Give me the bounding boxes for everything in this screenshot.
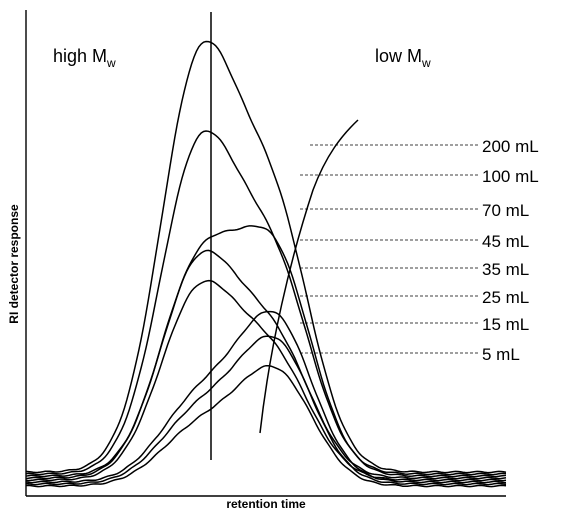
series-line-70-ml (25, 225, 507, 478)
low-mw-trend-curve (259, 119, 359, 434)
series-line-100-ml (25, 130, 507, 476)
series-line-45-ml (25, 249, 507, 480)
series-label-100-ml: 100 mL (482, 167, 539, 186)
series-line-5-ml (25, 364, 507, 488)
series-line-25-ml (25, 310, 507, 484)
x-axis-label: retention time (226, 497, 306, 511)
series-label-5-ml: 5 mL (482, 345, 520, 364)
series-line-200-ml (25, 40, 507, 474)
series-line-15-ml (25, 335, 507, 486)
series-label-45-ml: 45 mL (482, 232, 529, 251)
series-label-200-ml: 200 mL (482, 137, 539, 156)
series-label-25-ml: 25 mL (482, 288, 529, 307)
series-label-70-ml: 70 mL (482, 201, 529, 220)
y-axis-label: RI detector response (7, 204, 21, 324)
series-line-35-ml (25, 279, 507, 482)
annotation-high-mw: high Mw (53, 46, 116, 70)
annotation-low-mw: low Mw (375, 46, 431, 70)
series-label-35-ml: 35 mL (482, 260, 529, 279)
series-label-15-ml: 15 mL (482, 315, 529, 334)
